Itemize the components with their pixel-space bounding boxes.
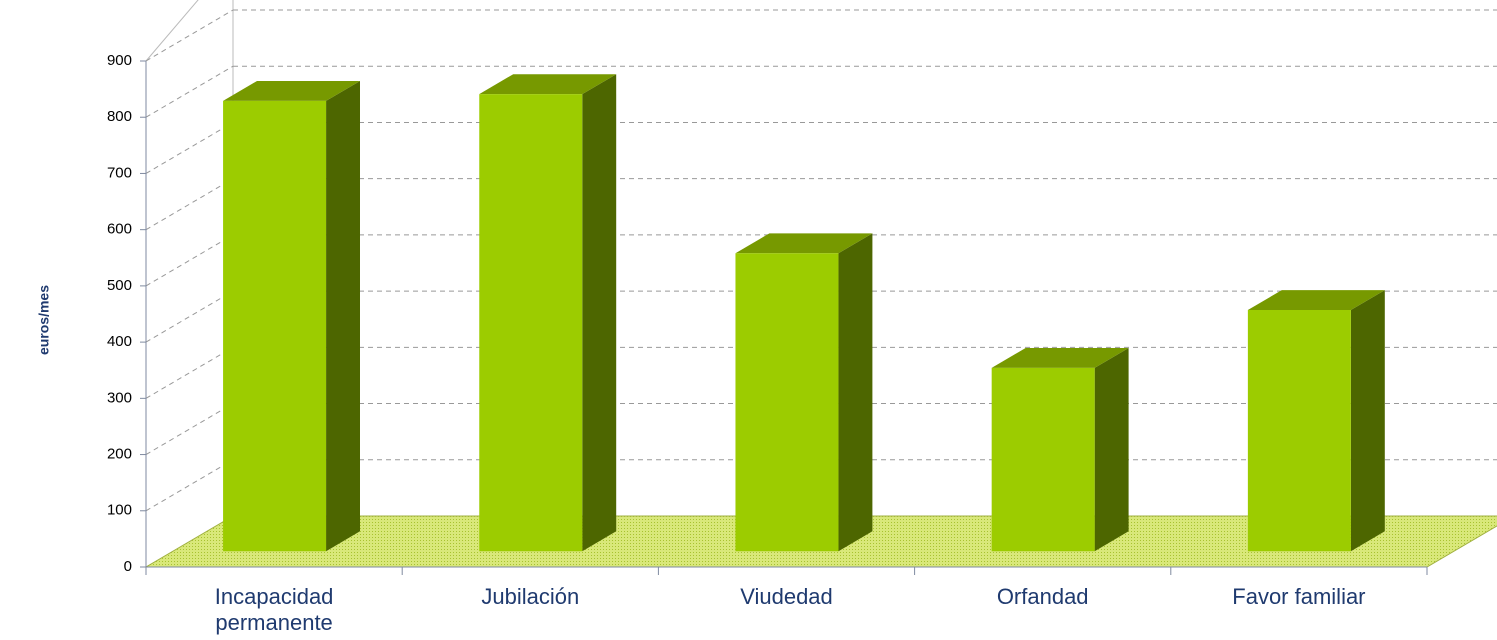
x-tick-label: Orfandad — [996, 584, 1089, 609]
x-tick-label: Favor familiar — [1232, 584, 1366, 609]
y-tick-label: 300 — [107, 389, 132, 406]
bar-top — [479, 74, 617, 95]
grid-line — [145, 234, 234, 287]
x-tick-label: Incapacidad permanente — [214, 584, 334, 635]
y-tick-label: 600 — [107, 221, 132, 238]
y-tick-label: 900 — [107, 52, 132, 69]
grid-line — [145, 290, 234, 343]
y-tick-label: 0 — [124, 558, 132, 575]
bar-side — [1094, 348, 1129, 552]
bar-side — [838, 233, 873, 552]
grid-line — [145, 65, 234, 118]
bar — [1247, 309, 1351, 552]
grid-line — [145, 346, 234, 399]
bar-top — [735, 233, 873, 254]
grid-line — [145, 122, 234, 174]
y-axis-label: euros/mes — [36, 285, 52, 355]
bar-side — [582, 74, 617, 552]
y-tick-label: 800 — [107, 108, 132, 125]
grid-line — [145, 178, 234, 231]
y-tick-label: 700 — [107, 164, 132, 181]
x-tick-label: Viudedad — [740, 584, 833, 609]
x-tick-label: Jubilación — [481, 584, 580, 609]
grid-line — [145, 9, 234, 62]
grid-line — [145, 403, 234, 455]
grid-line — [145, 459, 234, 512]
bar-side — [1350, 290, 1385, 552]
bar — [479, 94, 583, 552]
left-wall-top — [145, 0, 199, 62]
bar-top — [991, 348, 1129, 368]
y-tick-label: 500 — [107, 277, 132, 294]
bar — [991, 367, 1095, 552]
bar-top — [223, 80, 360, 101]
bar — [735, 253, 839, 552]
y-tick-label: 200 — [107, 446, 132, 463]
y-tick-label: 100 — [107, 502, 132, 519]
bar-top — [1247, 290, 1385, 310]
bar — [223, 100, 327, 552]
bar-side — [326, 80, 360, 552]
y-tick-label: 400 — [107, 333, 132, 350]
